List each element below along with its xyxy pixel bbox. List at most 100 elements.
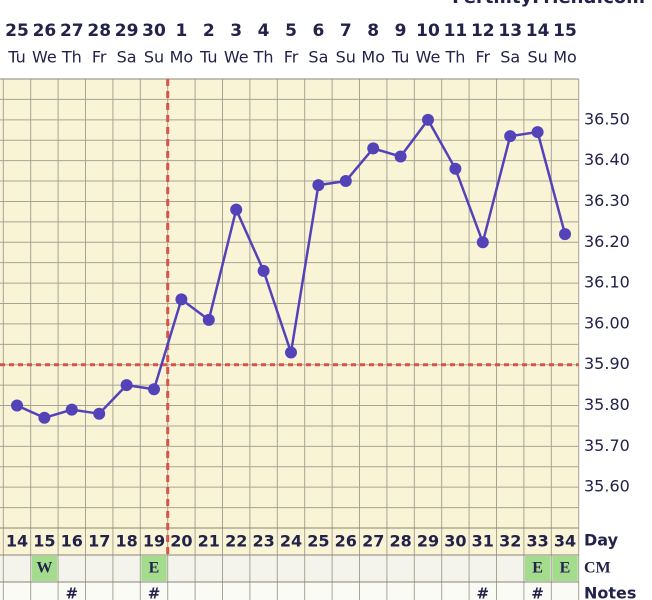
weekday-label: We bbox=[32, 48, 57, 67]
y-tick-label: 36.50 bbox=[584, 109, 630, 128]
date-label: 30 bbox=[142, 21, 166, 41]
date-label: 11 bbox=[444, 21, 468, 41]
weekday-label: Su bbox=[527, 48, 547, 67]
cm-cell bbox=[31, 556, 58, 581]
cm-label: W bbox=[36, 560, 52, 577]
cycle-day-label: 30 bbox=[444, 532, 466, 551]
cycle-day-label: 21 bbox=[198, 532, 220, 551]
cycle-day-label: 31 bbox=[472, 532, 494, 551]
date-label: 7 bbox=[340, 21, 352, 41]
weekday-label: Tu bbox=[7, 48, 25, 67]
note-label: # bbox=[148, 585, 161, 600]
y-tick-label: 36.20 bbox=[584, 232, 630, 251]
cycle-day-label: 23 bbox=[252, 532, 274, 551]
temperature-point bbox=[394, 150, 407, 163]
date-label: 9 bbox=[395, 21, 407, 41]
weekday-label: Th bbox=[444, 48, 465, 67]
date-label: 27 bbox=[60, 21, 84, 41]
y-tick-label: 35.90 bbox=[584, 354, 630, 373]
cycle-day-label: 25 bbox=[307, 532, 329, 551]
cycle-day-label: 26 bbox=[335, 532, 357, 551]
temperature-point bbox=[504, 130, 517, 143]
cycle-day-label: 28 bbox=[389, 532, 411, 551]
weekday-label: We bbox=[224, 48, 249, 67]
weekday-label: Th bbox=[253, 48, 274, 67]
date-label: 2 bbox=[203, 21, 215, 41]
y-tick-label: 35.80 bbox=[584, 395, 630, 414]
weekday-label: Fr bbox=[475, 48, 490, 67]
note-label: # bbox=[66, 585, 79, 600]
day-row bbox=[0, 528, 579, 555]
date-label: 14 bbox=[526, 21, 550, 41]
y-tick-label: 36.10 bbox=[584, 273, 630, 292]
note-label: # bbox=[477, 585, 490, 600]
weekday-label: Fr bbox=[284, 48, 299, 67]
y-tick-label: 36.40 bbox=[584, 150, 630, 169]
y-tick-label: 35.60 bbox=[584, 477, 630, 496]
weekday-label: Su bbox=[144, 48, 164, 67]
temperature-point bbox=[476, 236, 489, 249]
temperature-point bbox=[449, 162, 462, 175]
temperature-point bbox=[93, 407, 106, 420]
cm-cell bbox=[552, 556, 578, 581]
cycle-day-label: 16 bbox=[61, 532, 83, 551]
weekday-label: We bbox=[416, 48, 441, 67]
temperature-point bbox=[148, 383, 160, 396]
y-tick-label: 36.00 bbox=[584, 313, 630, 332]
date-label: 4 bbox=[258, 21, 270, 41]
cm-label: E bbox=[149, 560, 160, 577]
temperature-point bbox=[257, 264, 270, 277]
temperature-point bbox=[120, 379, 133, 392]
cycle-day-label: 22 bbox=[225, 532, 247, 551]
note-label: # bbox=[531, 585, 544, 600]
date-label: 13 bbox=[498, 21, 522, 41]
temperature-point bbox=[11, 399, 23, 412]
weekday-label: Mo bbox=[553, 48, 577, 67]
weekday-label: Tu bbox=[391, 48, 409, 67]
temperature-point bbox=[38, 411, 51, 424]
date-label: 29 bbox=[115, 21, 139, 41]
cm-label: E bbox=[532, 560, 543, 577]
row-label: CM bbox=[584, 560, 611, 577]
weekday-label: Mo bbox=[170, 48, 194, 67]
temperature-point bbox=[230, 203, 243, 216]
cycle-day-label: 34 bbox=[554, 532, 576, 551]
cm-cell bbox=[141, 556, 167, 581]
weekday-label: Su bbox=[336, 48, 356, 67]
date-label: 10 bbox=[416, 21, 440, 41]
cycle-day-label: 32 bbox=[499, 532, 521, 551]
watermark: FertilityFriend.com bbox=[452, 0, 645, 8]
cycle-day-label: 19 bbox=[143, 532, 165, 551]
temperature-point bbox=[339, 175, 352, 188]
weekday-label: Fr bbox=[92, 48, 107, 67]
date-label: 3 bbox=[230, 21, 242, 41]
y-tick-label: 36.30 bbox=[584, 191, 630, 210]
date-label: 8 bbox=[367, 21, 379, 41]
weekday-label: Th bbox=[61, 48, 82, 67]
date-label: 1 bbox=[175, 21, 187, 41]
cycle-day-label: 24 bbox=[280, 532, 302, 551]
cm-label: E bbox=[560, 560, 571, 577]
weekday-label: Sa bbox=[500, 48, 520, 67]
notes-row bbox=[0, 582, 579, 600]
cycle-day-label: 18 bbox=[115, 532, 137, 551]
date-label: 6 bbox=[312, 21, 324, 41]
temperature-point bbox=[367, 142, 380, 155]
weekday-label: Sa bbox=[117, 48, 137, 67]
date-label: 5 bbox=[285, 21, 297, 41]
y-tick-label: 35.70 bbox=[584, 436, 630, 455]
row-label: Notes bbox=[584, 584, 636, 600]
cycle-day-label: 33 bbox=[526, 532, 548, 551]
date-label: 25 bbox=[5, 21, 29, 41]
date-label: 12 bbox=[471, 21, 495, 41]
cycle-day-label: 20 bbox=[170, 532, 192, 551]
cycle-day-label: 27 bbox=[362, 532, 384, 551]
date-label: 26 bbox=[33, 21, 57, 41]
date-label: 15 bbox=[553, 21, 577, 41]
cycle-day-label: 29 bbox=[417, 532, 439, 551]
cm-cell bbox=[524, 556, 551, 581]
row-label: Day bbox=[584, 531, 619, 550]
cycle-day-label: 15 bbox=[33, 532, 55, 551]
